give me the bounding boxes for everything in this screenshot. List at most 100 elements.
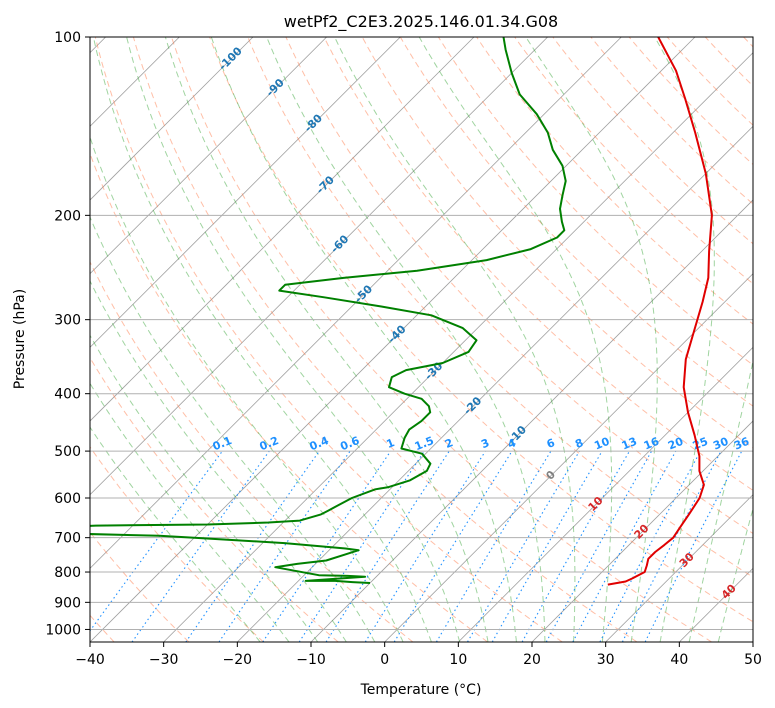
y-tick-label: 100 <box>54 30 81 46</box>
dry-adiabat-line <box>323 37 753 491</box>
isotherm-line <box>90 37 401 348</box>
moist-adiabat-line <box>525 37 658 642</box>
isotherm-line <box>90 37 622 569</box>
mixing-ratio-label: 2 <box>443 436 455 451</box>
mixing-ratio-label: 3 <box>479 436 491 451</box>
dry-adiabat-line <box>476 37 753 325</box>
isotherm-line <box>605 494 753 642</box>
mixing-ratio-label: 0.6 <box>338 434 361 453</box>
moist-adiabat-line <box>90 334 319 642</box>
dry-adiabat-line <box>743 37 753 48</box>
mixing-ratio-label: 1 <box>385 436 397 451</box>
dry-adiabat-line <box>247 37 753 578</box>
y-axis-label: Pressure (hPa) <box>12 289 28 389</box>
dry-adiabat-line <box>704 37 753 87</box>
x-tick-label: −40 <box>75 652 105 668</box>
isotherm-line <box>163 52 753 642</box>
moist-adiabat-line <box>92 37 432 642</box>
isotherm-line <box>90 37 327 275</box>
y-tick-label: 600 <box>54 491 81 507</box>
isotherm-line <box>90 37 475 422</box>
dry-adiabat-line <box>361 37 753 449</box>
isotherm-line <box>752 641 753 642</box>
isotherm-label: 30 <box>677 550 697 570</box>
mixing-ratio-line <box>131 450 270 642</box>
x-tick-label: 20 <box>523 652 541 668</box>
isotherm-label: 40 <box>719 582 739 602</box>
mixing-ratio-label: 1.5 <box>413 434 436 453</box>
moist-adiabat-line <box>717 506 753 642</box>
isotherm-line <box>90 37 696 642</box>
mixing-ratio-line <box>298 450 425 642</box>
mixing-ratio-line <box>262 450 392 642</box>
isotherm-label: -80 <box>302 111 325 134</box>
y-tick-label: 500 <box>54 444 81 460</box>
mixing-ratio-line <box>545 450 653 642</box>
line-labels: -100-90-80-70-60-50-40-30-20-10010203040… <box>211 44 752 602</box>
y-tick-label: 1000 <box>45 622 81 638</box>
x-tick-label: −20 <box>223 652 253 668</box>
x-tick-label: 10 <box>449 652 467 668</box>
mixing-ratio-label: 25 <box>691 435 710 453</box>
moist-adiabat-line <box>90 382 290 642</box>
mixing-ratio-line <box>325 450 450 642</box>
profile-series <box>90 37 713 586</box>
mixing-ratio-label: 0.4 <box>308 434 331 453</box>
dry-adiabat-line <box>399 37 753 407</box>
mixing-ratio-line <box>364 450 486 642</box>
dewpoint-line <box>90 37 567 584</box>
dry-adiabat-lines <box>90 37 753 642</box>
mixing-ratio-label: 20 <box>666 435 685 453</box>
mixing-ratio-line <box>644 450 743 642</box>
temperature-line <box>607 37 713 586</box>
plot-area: -100-90-80-70-60-50-40-30-20-10010203040… <box>90 37 753 642</box>
isotherm-label: 0 <box>543 468 558 483</box>
mixing-ratio-line <box>393 450 513 642</box>
dry-adiabat-line <box>628 37 753 166</box>
mixing-ratio-line <box>435 450 552 642</box>
mixing-ratio-lines <box>90 450 743 642</box>
isotherm-label: -70 <box>314 173 337 196</box>
isotherm-line <box>237 125 753 642</box>
x-axis-label: Temperature (°C) <box>360 682 482 698</box>
mixing-ratio-label: 13 <box>620 435 639 453</box>
dry-adiabat-line <box>209 37 753 623</box>
mixing-ratio-label: 10 <box>592 435 611 453</box>
chart-title: wetPf2_C2E3.2025.146.01.34.G08 <box>284 12 558 32</box>
mixing-ratio-label: 8 <box>573 436 585 451</box>
moist-adiabat-line <box>688 358 753 642</box>
y-tick-label: 400 <box>54 387 81 403</box>
x-tick-label: −10 <box>296 652 326 668</box>
moist-adiabat-line <box>418 37 613 642</box>
dry-adiabat-line <box>132 37 638 642</box>
dry-adiabat-line <box>90 356 339 642</box>
mixing-ratio-line <box>572 450 677 642</box>
isotherm-line <box>531 420 753 642</box>
y-tick-label: 200 <box>54 208 81 224</box>
mixing-ratio-line <box>218 450 351 642</box>
x-tick-label: 30 <box>597 652 615 668</box>
moist-adiabat-line <box>126 37 461 642</box>
x-axis-ticks: −40 −30 −20 −10 0 10 20 30 40 50 <box>75 642 762 668</box>
moist-adiabat-line <box>334 37 576 642</box>
y-tick-label: 300 <box>54 313 81 329</box>
x-tick-label: −30 <box>149 652 179 668</box>
moist-adiabat-line <box>90 215 376 642</box>
mixing-ratio-line <box>90 450 223 632</box>
y-axis-ticks: 100 200 300 400 500 600 700 800 900 1000 <box>45 30 90 638</box>
mixing-ratio-label: 0.1 <box>211 434 234 453</box>
dry-adiabat-line <box>90 152 488 642</box>
isotherm-label: 10 <box>586 494 606 514</box>
dry-adiabat-line <box>90 531 190 642</box>
y-tick-label: 800 <box>54 565 81 581</box>
mixing-ratio-line <box>599 450 701 642</box>
mixing-ratio-label: 36 <box>732 435 751 453</box>
dry-adiabat-line <box>666 37 753 126</box>
isotherm-label: -60 <box>328 232 351 255</box>
isotherm-label: -20 <box>461 394 484 417</box>
mixing-ratio-label: 6 <box>545 436 557 451</box>
x-tick-label: 40 <box>670 652 688 668</box>
x-tick-label: 0 <box>380 652 389 668</box>
plot-frame <box>89 36 754 643</box>
y-tick-label: 900 <box>54 595 81 611</box>
